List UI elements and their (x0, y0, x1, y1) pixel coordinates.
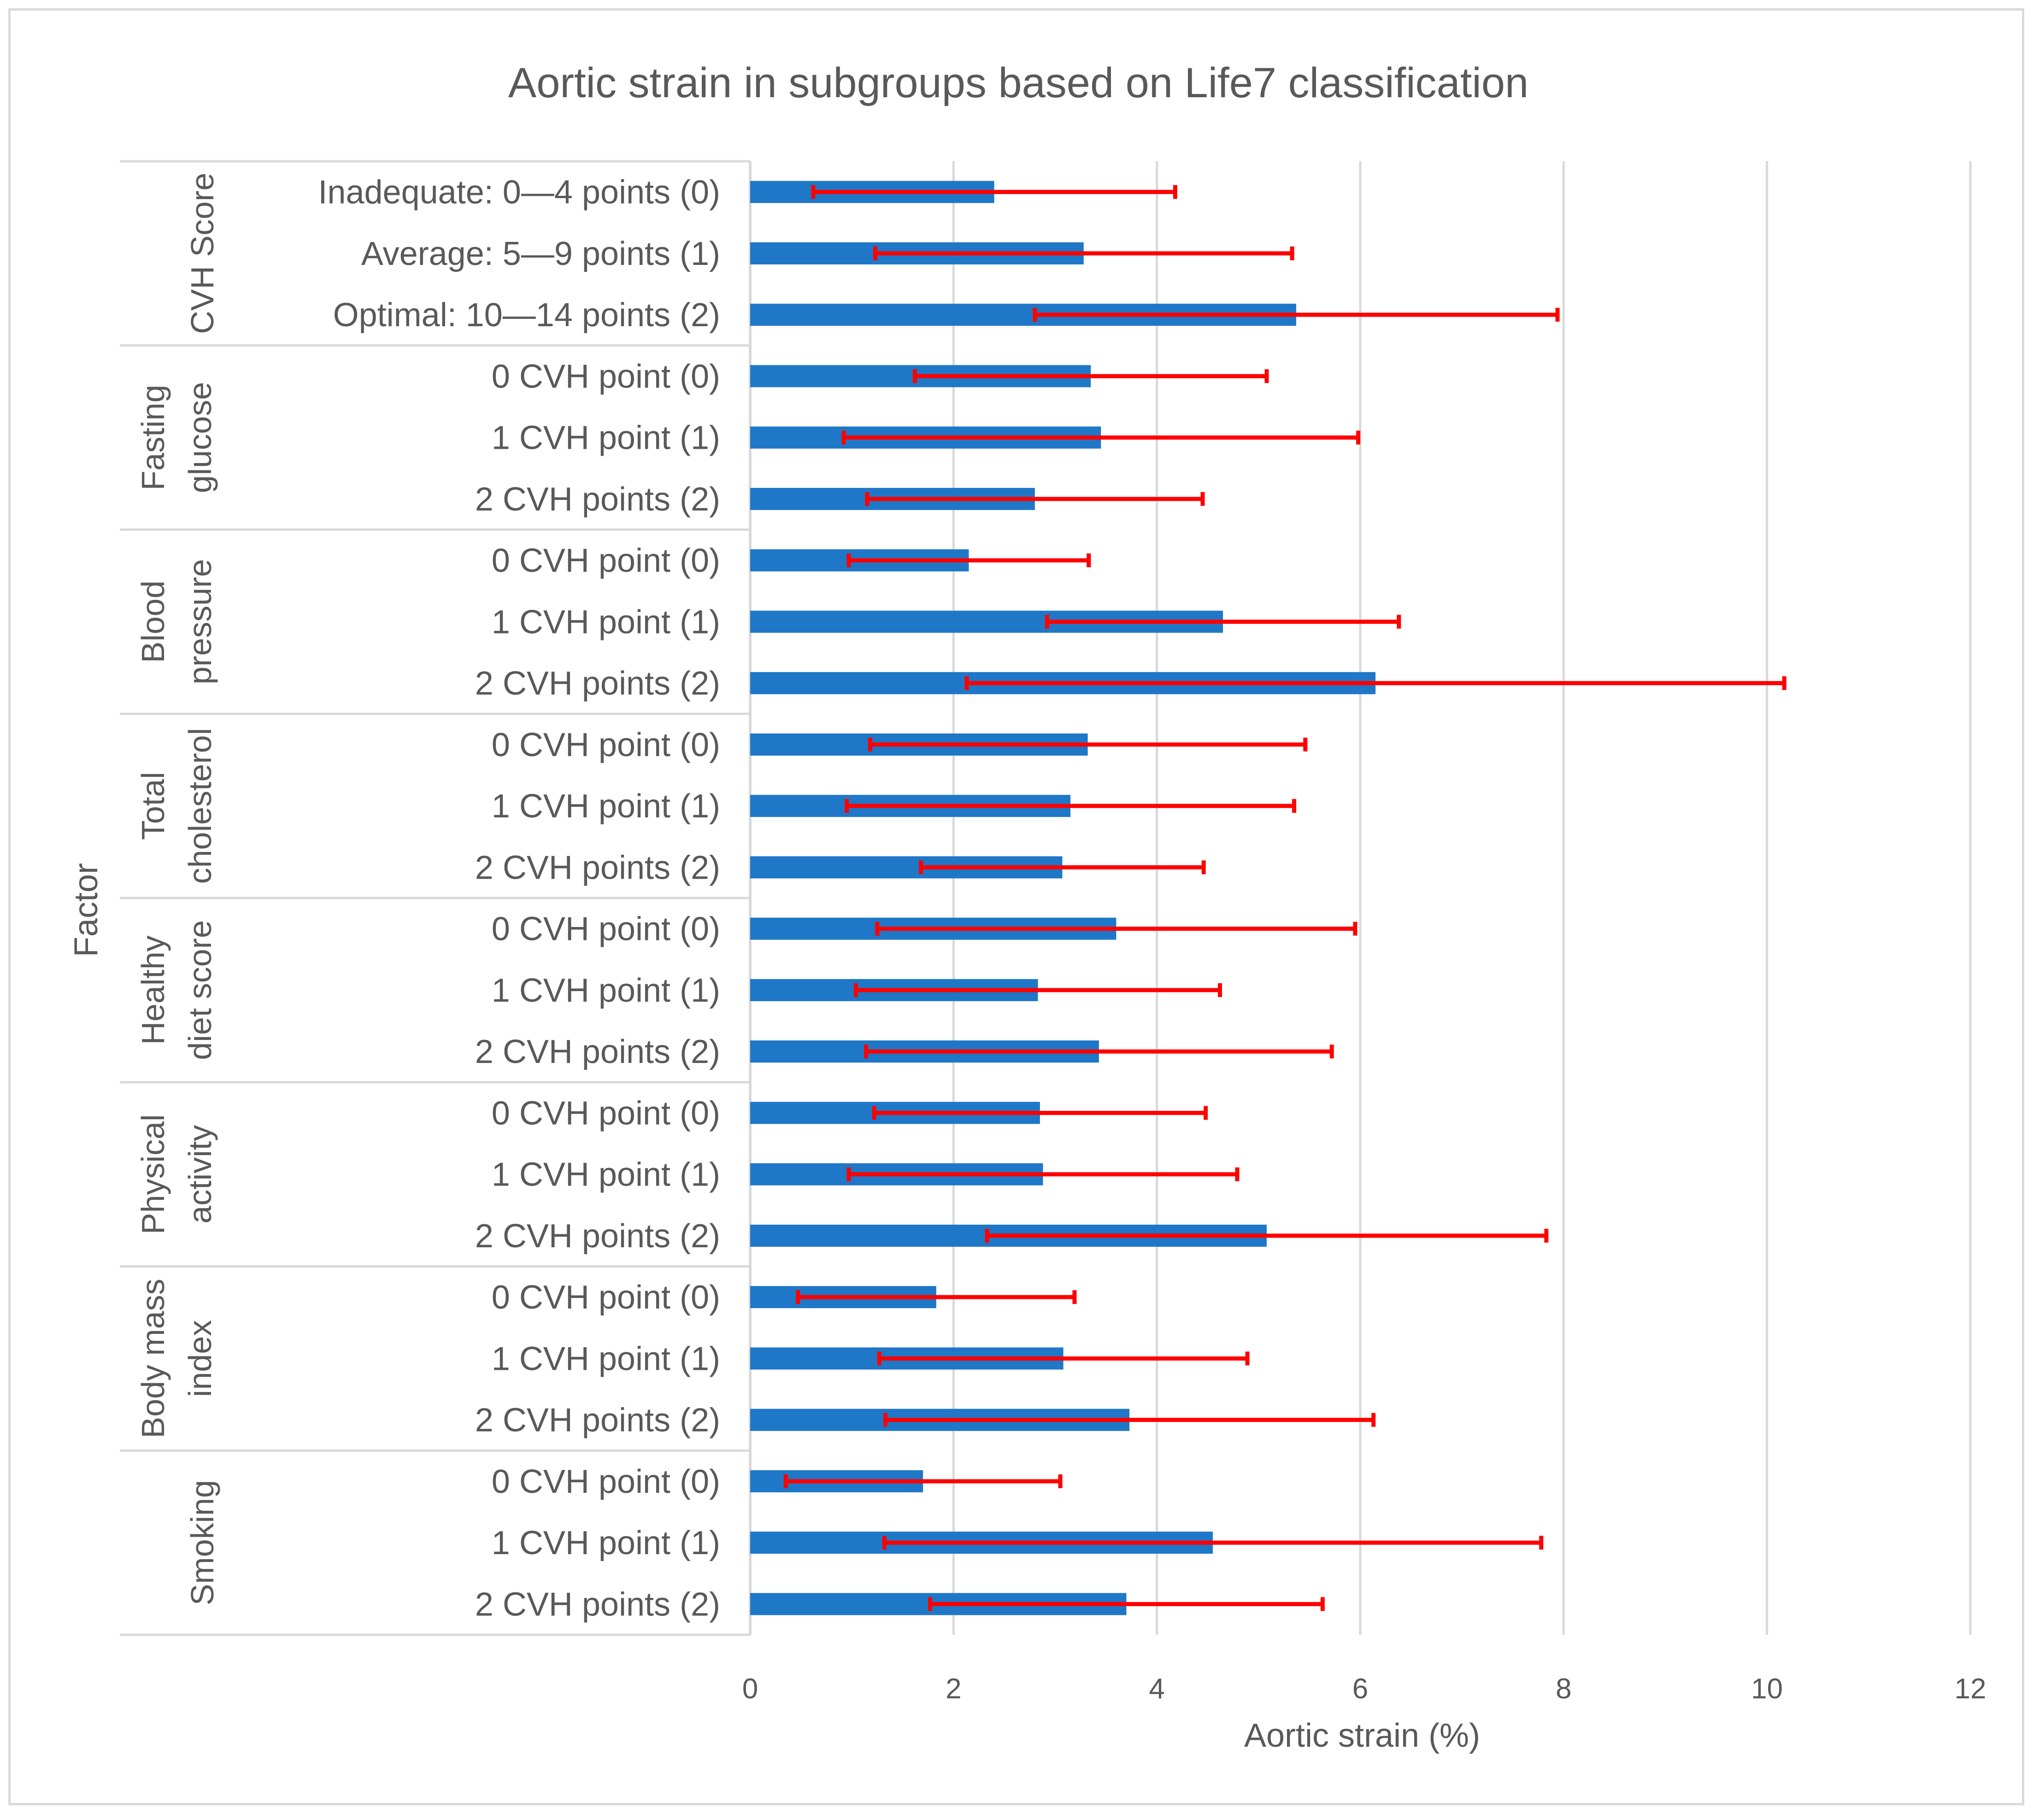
category-label: 0 CVH point (0) (492, 1279, 720, 1316)
category-label: 1 CVH point (1) (492, 972, 720, 1009)
error-bar (883, 1413, 1376, 1427)
error-bar (877, 1351, 1250, 1366)
group-label: Fasting glucose (135, 382, 218, 493)
category-label: Optimal: 10—14 points (2) (333, 297, 720, 334)
category-label: 0 CVH point (0) (492, 911, 720, 948)
chart-svg: Aortic strain in subgroups based on Life… (68, 59, 1986, 1754)
category-separators (120, 160, 750, 1636)
error-bar (853, 983, 1222, 997)
error-bar (841, 430, 1361, 445)
x-tick-label: 0 (742, 1673, 758, 1705)
y-axis-title: Factor (68, 863, 105, 957)
bars (750, 181, 1376, 1615)
category-label: 1 CVH point (1) (492, 1340, 720, 1377)
x-tick-label: 6 (1352, 1673, 1368, 1705)
x-tick-label: 2 (946, 1673, 961, 1705)
error-bar (985, 1228, 1549, 1243)
chart-title: Aortic strain in subgroups based on Life… (508, 59, 1528, 106)
category-label: 2 CVH points (2) (475, 665, 720, 702)
error-bar (845, 799, 1297, 813)
x-axis-title: Aortic strain (%) (1244, 1717, 1480, 1754)
category-label: 0 CVH point (0) (492, 1095, 720, 1132)
chart-frame: Aortic strain in subgroups based on Life… (8, 8, 2024, 1805)
error-bar (811, 185, 1177, 199)
category-label: Average: 5—9 points (1) (361, 235, 720, 272)
error-bar (919, 860, 1206, 875)
group-label: Blood pressure (135, 559, 218, 684)
category-label: 2 CVH points (2) (475, 1033, 720, 1070)
x-tick-labels: 0 2 4 6 8 10 12 (742, 1673, 1986, 1705)
error-bar (875, 922, 1357, 936)
error-bar (928, 1597, 1325, 1611)
category-label: 0 CVH point (0) (492, 727, 720, 763)
error-bar (964, 676, 1786, 690)
category-label: 1 CVH point (1) (492, 788, 720, 825)
x-tick-label: 12 (1955, 1673, 1986, 1705)
x-tick-label: 10 (1751, 1673, 1783, 1705)
category-label: 2 CVH points (2) (475, 481, 720, 518)
error-bar (864, 1045, 1334, 1059)
error-bar (796, 1290, 1077, 1304)
error-bar (872, 1106, 1208, 1120)
category-label: 0 CVH point (0) (492, 1463, 720, 1500)
group-label: Physical activity (135, 1114, 218, 1234)
group-label: CVH Score (184, 173, 220, 334)
category-label: 1 CVH point (1) (492, 1525, 720, 1562)
error-bar (912, 369, 1269, 383)
category-label: 0 CVH point (0) (492, 542, 720, 579)
error-bar (868, 737, 1308, 751)
group-label: Smoking (184, 1480, 220, 1605)
category-label: 1 CVH point (1) (492, 604, 720, 640)
error-bar (882, 1536, 1544, 1550)
category-label: 2 CVH points (2) (475, 849, 720, 886)
error-bar (846, 553, 1091, 568)
category-label: Inadequate: 0—4 points (0) (318, 174, 720, 211)
group-label: Healthy diet score (135, 920, 218, 1060)
error-bar (783, 1474, 1063, 1488)
category-label: 2 CVH points (2) (475, 1218, 720, 1255)
error-bar (1045, 615, 1401, 629)
group-labels: CVH Score Fasting glucose Blood pressure Tota… (135, 173, 220, 1605)
category-label: 1 CVH point (1) (492, 420, 720, 457)
error-bars (783, 185, 1786, 1611)
x-tick-label: 8 (1556, 1673, 1571, 1705)
error-bar (873, 246, 1294, 260)
group-label: Body mass index (135, 1279, 218, 1438)
group-label: Total cholesterol (135, 728, 218, 884)
category-label: 0 CVH point (0) (492, 358, 720, 395)
error-bar (1033, 308, 1560, 322)
category-label: 2 CVH points (2) (475, 1586, 720, 1623)
category-label: 2 CVH points (2) (475, 1402, 720, 1439)
category-label: 1 CVH point (1) (492, 1157, 720, 1193)
x-tick-label: 4 (1149, 1673, 1164, 1705)
error-bar (865, 492, 1205, 506)
error-bar (846, 1167, 1240, 1181)
category-labels: Inadequate: 0—4 points (0) Average: 5—9 p… (318, 174, 720, 1623)
